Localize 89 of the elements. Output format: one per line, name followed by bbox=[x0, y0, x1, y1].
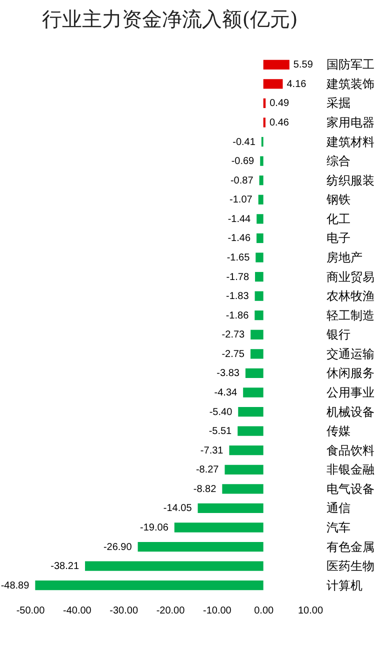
x-tick-label: -50.00 bbox=[16, 606, 46, 616]
data-label: 5.59 bbox=[293, 60, 314, 71]
data-label: -0.41 bbox=[232, 136, 256, 148]
bar bbox=[35, 580, 264, 590]
y-tick-label: 计算机 bbox=[326, 578, 362, 592]
y-tick-label: 通信 bbox=[326, 501, 350, 516]
data-label: 0.46 bbox=[269, 118, 290, 128]
bar bbox=[243, 388, 264, 398]
bar bbox=[250, 349, 264, 359]
y-tick-label: 农林牧渔 bbox=[326, 289, 374, 304]
data-label: -1.83 bbox=[226, 291, 250, 302]
data-label: -38.21 bbox=[50, 561, 80, 572]
bar bbox=[245, 368, 264, 378]
bar bbox=[229, 446, 264, 456]
y-tick-label: 汽车 bbox=[326, 520, 350, 534]
data-label: -8.82 bbox=[193, 484, 217, 495]
y-tick-label: 公用事业 bbox=[326, 386, 374, 400]
bar bbox=[174, 522, 264, 532]
y-tick-label: 电气设备 bbox=[326, 482, 374, 496]
y-tick-label: 机械设备 bbox=[326, 404, 374, 419]
data-label: -7.31 bbox=[200, 445, 224, 456]
data-label: -14.05 bbox=[163, 503, 192, 514]
bar bbox=[255, 272, 264, 282]
bar bbox=[263, 79, 283, 89]
y-tick-label: 建筑装饰 bbox=[326, 76, 374, 91]
data-label: 0.49 bbox=[270, 98, 290, 110]
chart-title: 行业主力资金净流入额(亿元) bbox=[42, 7, 298, 31]
y-tick-label: 综合 bbox=[326, 154, 350, 168]
y-tick-label: 食品饮料 bbox=[326, 443, 374, 458]
y-tick-label: 轻工制造 bbox=[326, 308, 374, 322]
bar bbox=[222, 484, 264, 494]
bar bbox=[138, 542, 264, 552]
y-tick-label: 纺织服装 bbox=[326, 173, 374, 188]
bar bbox=[238, 426, 264, 436]
x-tick-label: -40.00 bbox=[62, 606, 92, 616]
data-label: -1.46 bbox=[228, 233, 251, 244]
data-label: -1.44 bbox=[228, 214, 252, 225]
y-tick-label: 电子 bbox=[326, 231, 350, 246]
y-tick-label: 医药生物 bbox=[326, 559, 374, 574]
y-tick-label: 非银金融 bbox=[326, 462, 374, 477]
x-tick-label: 0.00 bbox=[254, 606, 274, 616]
data-label: -5.51 bbox=[208, 426, 232, 438]
data-label: -19.06 bbox=[140, 522, 169, 534]
x-tick-label: 10.00 bbox=[298, 606, 324, 616]
data-label: 4.16 bbox=[286, 78, 307, 90]
data-label: -2.75 bbox=[222, 348, 245, 360]
data-label: -8.27 bbox=[196, 464, 220, 476]
data-label: -48.89 bbox=[0, 580, 30, 592]
y-tick-label: 采掘 bbox=[326, 96, 350, 110]
y-tick-label: 银行 bbox=[326, 328, 350, 342]
bar bbox=[260, 156, 264, 166]
data-label: -5.40 bbox=[209, 406, 233, 418]
y-tick-label: 有色金属 bbox=[326, 540, 374, 554]
data-label: -1.07 bbox=[230, 194, 253, 206]
bar bbox=[198, 503, 264, 514]
y-tick-label: 传媒 bbox=[326, 424, 350, 438]
x-tick-label: -30.00 bbox=[110, 606, 138, 616]
bar bbox=[263, 60, 290, 70]
x-tick-label: -10.00 bbox=[202, 606, 232, 616]
data-label: -4.34 bbox=[214, 388, 238, 398]
bar bbox=[256, 233, 264, 244]
y-tick-label: 钢铁 bbox=[326, 192, 350, 207]
data-label: -1.65 bbox=[226, 252, 250, 264]
y-tick-label: 国防军工 bbox=[326, 58, 374, 72]
data-label: -1.86 bbox=[226, 310, 250, 322]
data-label: -0.69 bbox=[231, 156, 255, 168]
data-label: -1.78 bbox=[226, 272, 250, 283]
x-tick-label: -20.00 bbox=[156, 606, 186, 616]
bar bbox=[254, 291, 264, 301]
y-tick-label: 建筑材料 bbox=[326, 134, 374, 149]
bar bbox=[259, 176, 264, 186]
bar bbox=[256, 214, 264, 224]
y-tick-label: 房地产 bbox=[326, 250, 362, 264]
data-label: -3.83 bbox=[216, 368, 240, 380]
y-tick-label: 商业贸易 bbox=[326, 270, 374, 284]
bar bbox=[258, 194, 264, 204]
y-tick-label: 化工 bbox=[326, 212, 350, 226]
bar bbox=[250, 330, 264, 340]
bar bbox=[85, 561, 264, 571]
y-tick-label: 家用电器 bbox=[326, 116, 374, 130]
y-tick-label: 休闲服务 bbox=[326, 366, 374, 380]
bar bbox=[238, 406, 264, 417]
y-tick-label: 交通运输 bbox=[326, 346, 374, 361]
bar bbox=[254, 310, 264, 320]
bar bbox=[224, 464, 264, 474]
bar bbox=[256, 252, 264, 262]
data-label: -26.90 bbox=[103, 542, 132, 553]
data-label: -2.73 bbox=[222, 330, 246, 341]
data-label: -0.87 bbox=[230, 175, 254, 186]
